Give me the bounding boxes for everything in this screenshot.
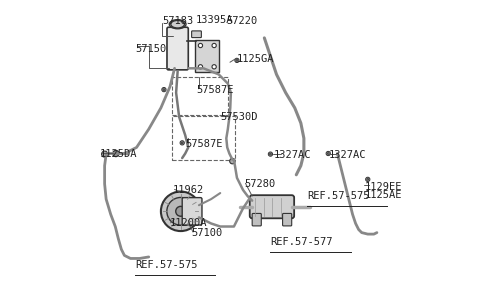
FancyBboxPatch shape (192, 31, 202, 37)
Circle shape (327, 153, 329, 154)
FancyBboxPatch shape (195, 40, 219, 72)
Circle shape (163, 89, 165, 91)
Text: 11962: 11962 (173, 185, 204, 195)
Circle shape (367, 178, 369, 180)
Circle shape (326, 151, 330, 156)
Circle shape (268, 152, 273, 156)
Text: 57100: 57100 (192, 227, 223, 238)
Text: 11200A: 11200A (170, 219, 207, 228)
Circle shape (229, 158, 235, 164)
Text: REF.57-575: REF.57-575 (135, 259, 198, 270)
Text: 1125DA: 1125DA (100, 149, 138, 158)
Text: 57530D: 57530D (220, 112, 258, 122)
Text: 1129EE: 1129EE (365, 182, 402, 192)
Text: 1327AC: 1327AC (328, 150, 366, 160)
Circle shape (176, 206, 186, 216)
Circle shape (102, 151, 108, 157)
Circle shape (235, 58, 239, 63)
FancyBboxPatch shape (252, 213, 261, 226)
Circle shape (198, 65, 203, 69)
Circle shape (269, 153, 271, 155)
Circle shape (162, 87, 166, 92)
Circle shape (212, 43, 216, 48)
FancyBboxPatch shape (167, 27, 188, 70)
Text: REF.57-575: REF.57-575 (307, 191, 370, 201)
Text: 1327AC: 1327AC (274, 150, 311, 160)
Circle shape (113, 150, 119, 157)
Text: 57587E: 57587E (196, 85, 233, 95)
Circle shape (198, 43, 203, 48)
Text: 1125AE: 1125AE (365, 189, 402, 200)
Circle shape (180, 141, 184, 145)
Circle shape (161, 192, 201, 231)
Circle shape (167, 197, 194, 225)
Text: 57183: 57183 (162, 16, 193, 26)
FancyBboxPatch shape (283, 213, 292, 226)
Text: 57220: 57220 (226, 16, 258, 26)
Circle shape (181, 142, 183, 144)
Circle shape (236, 60, 238, 61)
Text: 1125GA: 1125GA (237, 54, 275, 64)
FancyBboxPatch shape (182, 198, 202, 225)
Ellipse shape (171, 20, 184, 28)
Text: 13395A: 13395A (196, 15, 233, 25)
Text: REF.57-577: REF.57-577 (270, 237, 333, 247)
FancyBboxPatch shape (250, 195, 294, 218)
Circle shape (212, 65, 216, 69)
Circle shape (366, 177, 370, 181)
Text: 57280: 57280 (245, 179, 276, 189)
Text: 57587E: 57587E (185, 139, 223, 150)
Text: 57150: 57150 (135, 44, 166, 53)
